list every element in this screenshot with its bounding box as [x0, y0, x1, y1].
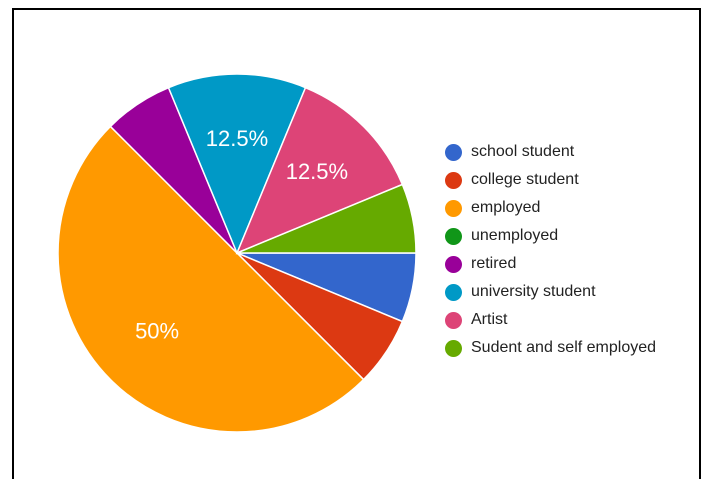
legend-swatch — [445, 199, 462, 217]
legend-label: Sudent and self employed — [471, 339, 657, 356]
legend-item-artist[interactable]: Artist — [445, 306, 656, 334]
legend-item-employed[interactable]: employed — [445, 194, 656, 222]
slice-label-employed: 50% — [135, 319, 179, 344]
legend-swatch — [445, 171, 462, 189]
legend-swatch — [445, 255, 462, 273]
slice-artist[interactable] — [235, 86, 404, 255]
legend-swatch — [445, 143, 462, 161]
legend-label: college student — [471, 171, 579, 188]
legend-item-unemployed[interactable]: unemployed — [445, 222, 656, 250]
slice-sudent-and-self-employed[interactable] — [236, 183, 417, 254]
legend-item-college-student[interactable]: college student — [445, 166, 656, 194]
legend-item-school-student[interactable]: school student — [445, 138, 656, 166]
legend-label: school student — [471, 143, 575, 160]
legend-swatch — [445, 311, 462, 329]
slice-label-artist: 12.5% — [286, 159, 348, 184]
legend-item-retired[interactable]: retired — [445, 250, 656, 278]
legend-swatch — [445, 283, 462, 301]
legend: school student college student employed … — [445, 138, 656, 362]
legend-item-student-self-employed[interactable]: Sudent and self employed — [445, 334, 656, 362]
legend-label: Artist — [471, 311, 508, 328]
slice-employed[interactable] — [57, 125, 365, 433]
slice-label-university-student: 12.5% — [206, 126, 268, 151]
legend-label: employed — [471, 199, 541, 216]
legend-label: unemployed — [471, 227, 559, 244]
slice-university-student[interactable] — [167, 73, 307, 255]
legend-swatch — [445, 339, 462, 357]
legend-label: university student — [471, 283, 596, 300]
legend-item-university-student[interactable]: university student — [445, 278, 656, 306]
legend-label: retired — [471, 255, 517, 272]
legend-swatch — [445, 227, 462, 245]
